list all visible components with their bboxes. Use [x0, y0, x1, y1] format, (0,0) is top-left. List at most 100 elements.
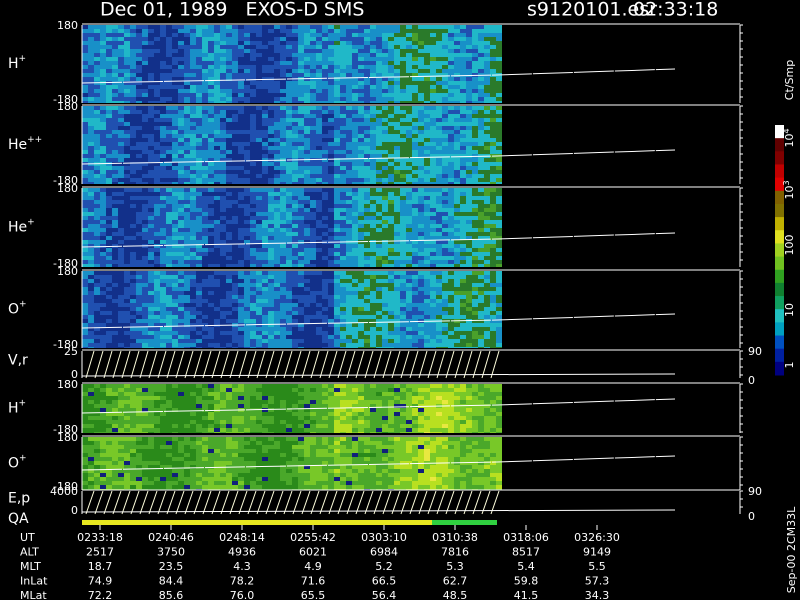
- spectrogram-cell: [184, 146, 190, 150]
- spectrogram-cell: [316, 73, 322, 77]
- spectrogram-cell: [106, 182, 112, 184]
- spectrogram-cell: [220, 49, 226, 53]
- spectrogram-cell: [436, 170, 442, 174]
- spectrogram-cell: [376, 196, 382, 200]
- spectrogram-cell: [118, 97, 124, 101]
- spectrogram-cell: [328, 188, 334, 192]
- spectrogram-cell: [226, 170, 232, 174]
- spectrogram-cell: [178, 196, 184, 200]
- spectrogram-cell: [484, 146, 490, 150]
- spectrogram-cell: [130, 291, 136, 295]
- spectrogram-cell: [490, 228, 496, 232]
- spectrogram-cell: [178, 158, 184, 162]
- spectrogram-cell: [238, 73, 244, 77]
- spectrogram-cell: [202, 264, 208, 267]
- spectrogram-cell: [334, 212, 340, 216]
- spectrogram-cell: [382, 256, 388, 260]
- spectrogram-cell: [262, 106, 268, 110]
- spectrogram-cell: [148, 232, 154, 236]
- spectrogram-cell: [82, 228, 88, 232]
- spectrogram-cell: [130, 188, 136, 192]
- spectrogram-cell: [256, 232, 262, 236]
- spectrogram-cell: [484, 65, 490, 69]
- spectrogram-cell: [262, 307, 268, 311]
- panel-label: H+: [8, 54, 26, 73]
- spectrogram-cell: [376, 240, 382, 244]
- spectrogram-cell: [304, 53, 310, 57]
- spectrogram-cell: [334, 150, 340, 154]
- spectrogram-cell: [430, 252, 436, 256]
- spectrogram-cell: [364, 264, 370, 267]
- spectrogram-cell: [142, 106, 148, 110]
- spectrogram-cell: [442, 41, 448, 45]
- spectrogram-cell: [298, 236, 304, 240]
- spectrogram-cell: [496, 248, 502, 252]
- spectrogram-cell: [292, 319, 298, 323]
- spectrogram-cell: [490, 208, 496, 212]
- spectrogram-cell: [178, 275, 184, 279]
- spectrogram-cell: [460, 192, 466, 196]
- spectrogram-cell: [208, 130, 214, 134]
- spectrogram-cell: [382, 192, 388, 196]
- spectrogram-cell: [112, 291, 118, 295]
- spectrogram-cell: [322, 37, 328, 41]
- spectrogram-cell: [124, 331, 130, 335]
- spectrogram-cell: [166, 228, 172, 232]
- spectrogram-cell: [436, 41, 442, 45]
- spectrogram-cell: [310, 248, 316, 252]
- spectrogram-cell: [490, 85, 496, 89]
- spectrogram-cell: [220, 77, 226, 81]
- spectrogram-cell: [142, 57, 148, 61]
- spectrogram-cell: [220, 162, 226, 166]
- spectrogram-cell: [112, 33, 118, 37]
- spectrogram-cell: [340, 69, 346, 73]
- spectrogram-cell: [88, 271, 94, 275]
- spectrogram-cell: [394, 134, 400, 138]
- spectrogram-cell: [202, 126, 208, 130]
- spectrogram-cell: [286, 126, 292, 130]
- spectrogram-cell: [454, 29, 460, 33]
- spectrogram-cell: [124, 106, 130, 110]
- spectrogram-cell: [220, 208, 226, 212]
- spectrogram-cell: [238, 196, 244, 200]
- spectrogram-cell: [118, 158, 124, 162]
- spectrogram-cell: [190, 170, 196, 174]
- spectrogram-cell: [238, 287, 244, 291]
- spectrogram-cell: [322, 236, 328, 240]
- spectrogram-cell: [442, 196, 448, 200]
- spectrogram-cell: [418, 236, 424, 240]
- spectrogram-cell: [376, 150, 382, 154]
- spectrogram-cell: [172, 138, 178, 142]
- spectrogram-cell: [496, 228, 502, 232]
- panel-label: He+: [8, 217, 35, 236]
- spectrogram-cell: [412, 45, 418, 49]
- spectrogram-cell: [394, 130, 400, 134]
- spectrogram-cell: [160, 61, 166, 65]
- spectrogram-cell: [412, 101, 418, 103]
- spectrogram-cell: [178, 319, 184, 323]
- spectrogram-cell: [190, 295, 196, 299]
- spectrogram-cell: [244, 256, 250, 260]
- spectrogram-cell: [442, 69, 448, 73]
- spectrogram-cell: [496, 236, 502, 240]
- spectrogram-cell: [178, 323, 184, 327]
- spectrogram-cell: [232, 65, 238, 69]
- spectrogram-cell: [100, 110, 106, 114]
- spectrogram-cell: [220, 89, 226, 93]
- spectrogram-cell: [382, 208, 388, 212]
- spectrogram-cell: [184, 53, 190, 57]
- spectrogram-cell: [130, 232, 136, 236]
- spectrogram-cell: [220, 101, 226, 103]
- spectrogram-cell: [430, 53, 436, 57]
- spectrogram-cell: [430, 162, 436, 166]
- spectrogram-cell: [370, 166, 376, 170]
- spectrogram-cell: [160, 283, 166, 287]
- spectrogram-cell: [106, 45, 112, 49]
- spectrogram-cell: [202, 248, 208, 252]
- spectrogram-cell: [448, 73, 454, 77]
- spectrogram-cell: [268, 110, 274, 114]
- spectrogram-cell: [160, 57, 166, 61]
- spectrogram-cell: [124, 53, 130, 57]
- spectrogram-cell: [142, 166, 148, 170]
- spectrogram-cell: [424, 228, 430, 232]
